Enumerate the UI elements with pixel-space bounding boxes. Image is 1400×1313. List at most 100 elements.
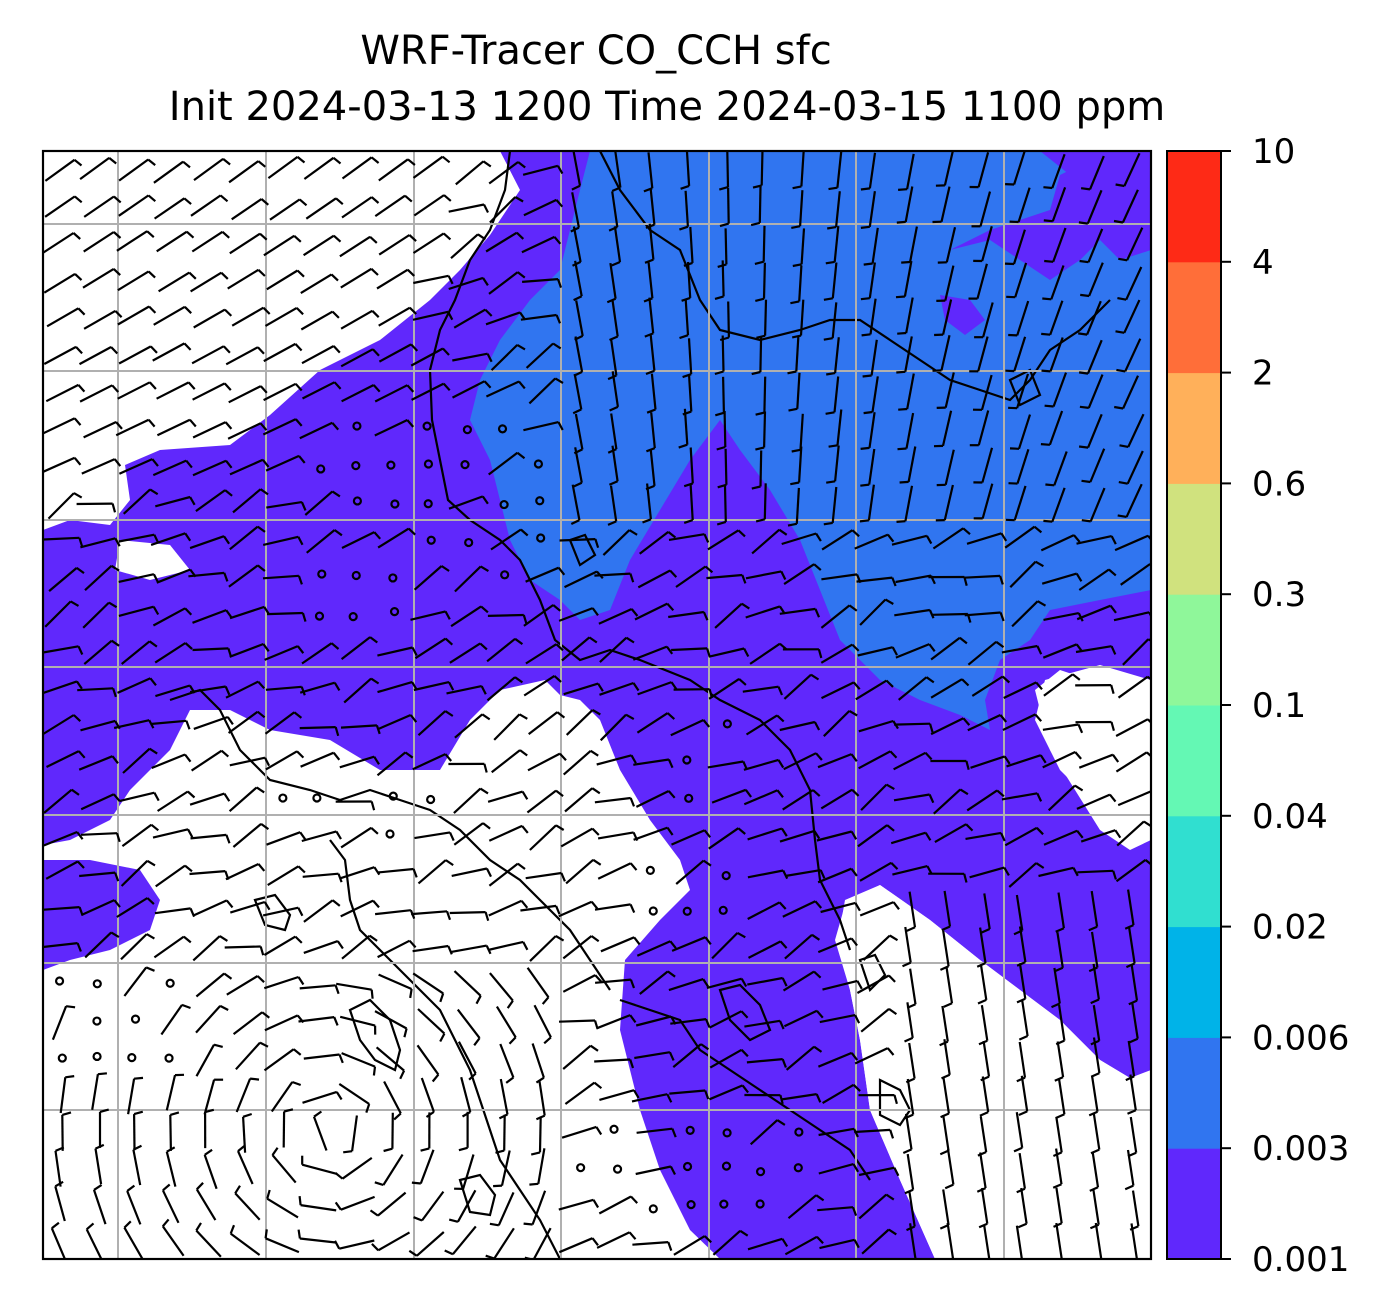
wind-barb-shaft: [486, 676, 516, 702]
wind-barb-shaft: [377, 1191, 407, 1217]
wind-barb-shaft: [189, 870, 226, 876]
wind-barb-feather: [1116, 368, 1126, 373]
wind-barb-feather: [93, 1183, 103, 1191]
wind-barb-feather: [126, 1184, 136, 1192]
wind-barb-shaft: [374, 384, 408, 403]
wind-barb-shaft: [712, 1229, 741, 1256]
wind-barb-shaft: [225, 346, 259, 366]
colorbar-segment: [1167, 151, 1221, 263]
wind-barb-shaft: [83, 231, 115, 253]
wind-barb-feather: [297, 907, 304, 917]
wind-barb-shaft: [820, 604, 851, 629]
wind-barb-feather: [77, 384, 86, 393]
wind-barb-shaft: [156, 230, 188, 253]
wind-barb-feather: [557, 421, 564, 431]
wind-barb-shaft: [81, 458, 116, 475]
wind-barb-feather: [1078, 332, 1088, 336]
wind-barb-shaft: [79, 384, 113, 403]
wind-barb-feather: [592, 858, 602, 866]
calm-circle: [165, 978, 175, 988]
wind-barb-feather: [330, 642, 340, 650]
wind-barb-shaft: [1087, 374, 1104, 409]
wind-barb-shaft: [150, 719, 187, 726]
wind-barb-shaft: [743, 789, 778, 806]
wind-barb-feather: [959, 636, 968, 645]
wind-barb-feather: [924, 752, 933, 761]
wind-barb-feather: [704, 936, 712, 946]
wind-barb-shaft: [264, 306, 298, 327]
wind-barb-feather: [169, 1111, 180, 1116]
wind-barb-feather: [782, 870, 789, 880]
wind-barb-shaft: [304, 490, 334, 516]
wind-barb-feather: [262, 643, 270, 652]
wind-barb-shaft: [862, 934, 891, 961]
wind-barb-feather: [1036, 827, 1044, 836]
wind-barb-shaft: [532, 1227, 552, 1259]
wind-barb-shaft: [966, 532, 1002, 545]
wind-barb-feather: [259, 422, 268, 431]
calm-circle: [721, 1161, 732, 1171]
wind-barb-shaft: [301, 642, 333, 665]
wind-barb-shaft: [673, 1235, 706, 1256]
wind-barb-feather: [555, 643, 564, 652]
colorbar-segment: [1167, 926, 1221, 1038]
wind-barb-shaft: [977, 152, 990, 188]
wind-barb-feather: [256, 710, 266, 719]
wind-barb-shaft: [894, 722, 931, 726]
wind-barb-feather: [887, 533, 895, 543]
wind-barb-feather: [204, 1148, 213, 1156]
wind-barb-shaft: [821, 529, 853, 551]
wind-barb-shaft: [749, 642, 781, 665]
wind-barb-feather: [408, 234, 417, 242]
wind-barb-shaft: [526, 967, 550, 998]
wind-barb-feather: [1040, 443, 1050, 446]
wind-barb-shaft: [377, 646, 413, 657]
wind-barb-feather: [683, 482, 694, 488]
wind-barb-shaft: [970, 755, 1006, 769]
wind-barb-shaft: [799, 190, 804, 227]
wind-barb-shaft: [193, 899, 228, 917]
wind-barb-feather: [555, 314, 562, 324]
wind-barb-shaft: [1011, 600, 1039, 628]
wind-barb-feather: [1051, 1002, 1061, 1009]
wind-barb-feather: [482, 822, 491, 830]
wind-barb-feather: [851, 1206, 858, 1216]
wind-barb-feather: [679, 225, 689, 231]
wind-barb-shaft: [1051, 187, 1067, 222]
wind-barb-feather: [633, 1089, 640, 1099]
wind-barb-shaft: [262, 418, 297, 436]
wind-barb-shaft: [944, 265, 955, 301]
wind-barb-shaft: [48, 567, 78, 592]
wind-barb-shaft: [758, 186, 762, 223]
calm-circle: [794, 1127, 804, 1137]
wind-barb-shaft: [821, 573, 858, 581]
wind-barb-shaft: [689, 484, 694, 521]
wind-barb-shaft: [751, 528, 781, 555]
wind-barb-feather: [484, 308, 493, 317]
wind-barb-shaft: [562, 974, 596, 993]
wind-barb-feather: [944, 1183, 954, 1190]
wind-barb-shaft: [82, 267, 115, 289]
wind-barb-feather: [183, 342, 192, 351]
wind-barb-feather: [188, 271, 197, 280]
wind-barb-shaft: [78, 755, 113, 771]
wind-barb-shaft: [1057, 1078, 1066, 1115]
wind-barb-shaft: [416, 1044, 440, 1076]
wind-barb-shaft: [1051, 487, 1066, 523]
wind-barb-feather: [1074, 784, 1084, 792]
wind-barb-shaft: [819, 1014, 856, 1024]
wind-barb-shaft: [833, 376, 840, 413]
wind-barb-feather: [680, 184, 690, 190]
wind-barb-shaft: [195, 489, 226, 512]
colorbar-tick-label: 0.001: [1252, 1240, 1349, 1280]
wind-barb-shaft: [300, 310, 334, 331]
wind-barb-shaft: [857, 824, 888, 848]
wind-barb-feather: [888, 1008, 898, 1015]
wind-barb-shaft: [1092, 963, 1100, 1000]
wind-barb-feather: [264, 757, 271, 767]
wind-barb-shaft: [521, 235, 555, 254]
wind-barb-shaft: [819, 1238, 855, 1250]
wind-barb-feather: [440, 565, 450, 572]
wind-barb-shaft: [562, 935, 593, 960]
wind-barb-feather: [885, 679, 894, 688]
